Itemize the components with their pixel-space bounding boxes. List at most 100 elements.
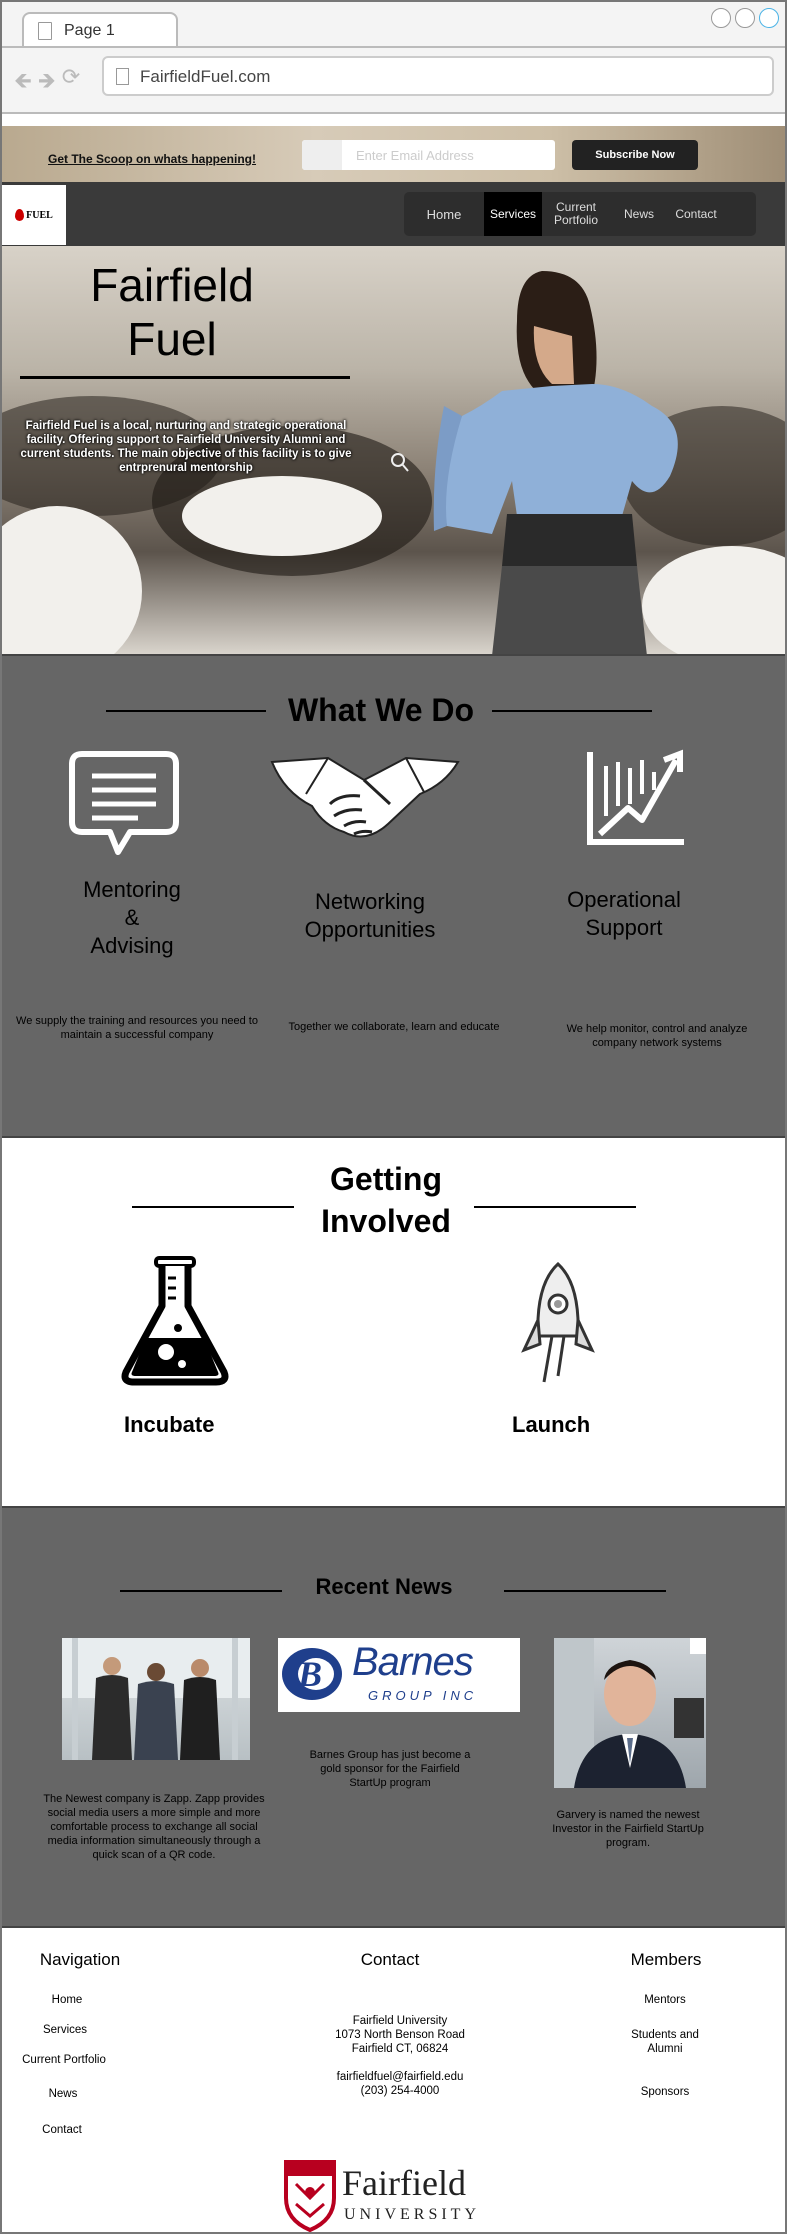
getting-involved-section: Getting Involved Incubate Launch [2, 1136, 785, 1506]
scoop-link[interactable]: Get The Scoop on whats happening! [48, 152, 257, 166]
browser-tab[interactable]: Page 1 [22, 12, 178, 46]
rocket-icon[interactable] [518, 1260, 598, 1388]
fairfield-university-logo[interactable]: Fairfield UNIVERSITY [282, 2158, 502, 2232]
footer-members-title: Members [630, 1950, 702, 1969]
team-photo [62, 1638, 250, 1760]
service-desc-operational: We help monitor, control and analyze com… [566, 1023, 748, 1049]
university-logo-sub: UNIVERSITY [344, 2206, 480, 2223]
footer-link-services[interactable]: Services [42, 2024, 88, 2036]
footer-link-current-portfolio[interactable]: Current Portfolio [22, 2054, 106, 2066]
footer-link-students-alumni[interactable]: Students and Alumni [631, 2029, 699, 2055]
speaker-woman-image [433, 271, 678, 654]
maximize-icon[interactable] [735, 8, 755, 28]
nav-item-current-portfolio[interactable]: Current Portfolio [553, 200, 599, 227]
growth-chart-icon [587, 749, 684, 845]
hero-title: Fairfield Fuel [72, 258, 272, 366]
reload-icon[interactable]: ⟳ [61, 64, 81, 89]
window-controls [711, 8, 779, 28]
address-bar[interactable]: FairfieldFuel.com [102, 56, 774, 96]
banquet-table [2, 506, 142, 654]
service-title-line: Networking [314, 889, 426, 914]
hero-banner: Fairfield Fuel Fairfield Fuel is a local… [2, 246, 785, 654]
footer-link-news[interactable]: News [48, 2088, 78, 2100]
handshake-icon [270, 756, 460, 838]
svg-text:B: B [297, 1654, 322, 1694]
what-we-do-title: What We Do [287, 692, 475, 728]
news-desc-investor: Garvery is named the newest Investor in … [552, 1809, 704, 1849]
incubate-label[interactable]: Incubate [124, 1412, 215, 1437]
tab-label: Page 1 [64, 22, 115, 39]
service-title-line: Mentoring [83, 877, 181, 902]
service-title-mentoring: Mentoring & Advising [42, 876, 222, 960]
nav-item-news[interactable]: News [623, 206, 654, 221]
browser-chrome: Page 1 🡸 🡺 ⟳ FairfieldFuel.com [2, 2, 785, 114]
page-icon [38, 22, 52, 40]
subscribe-button[interactable]: Subscribe Now [572, 140, 698, 170]
hero-title-line: Fairfield [90, 259, 254, 311]
barnes-logo-sub: GROUP INC [368, 1688, 478, 1703]
section-rule [474, 1206, 636, 1208]
footer-link-sponsors[interactable]: Sponsors [640, 2086, 690, 2098]
forward-arrow-icon[interactable]: 🡺 [37, 68, 56, 93]
banquet-table [182, 476, 382, 556]
service-title-operational: Operational Support [534, 886, 714, 942]
recent-news-section: Recent News B Barnes GROUP INC [2, 1506, 785, 1926]
banquet-table [642, 546, 785, 654]
service-title-line: & [124, 905, 140, 930]
section-rule [106, 710, 266, 712]
news-image-investor[interactable] [554, 1638, 706, 1788]
footer-phone: (203) 254-4000 [360, 2085, 440, 2097]
title-line: Involved [321, 1203, 451, 1239]
news-image-team[interactable] [62, 1638, 250, 1760]
section-rule [120, 1590, 282, 1592]
footer-contact-details: fairfieldfuel@fairfield.edu (203) 254-40… [292, 2070, 508, 2098]
speech-bubble-icon [69, 751, 179, 855]
address-line: Fairfield University [352, 2015, 448, 2027]
search-icon[interactable] [390, 452, 410, 474]
flask-icon[interactable] [120, 1254, 230, 1388]
getting-involved-title: Getting Involved [296, 1158, 476, 1242]
nav-menu: Home Services Current Portfolio News Con… [404, 192, 756, 236]
title-line: Getting [330, 1161, 442, 1197]
back-arrow-icon[interactable]: 🡸 [14, 68, 32, 93]
section-rule [492, 710, 652, 712]
close-icon[interactable] [759, 8, 779, 28]
launch-label[interactable]: Launch [512, 1412, 591, 1437]
section-rule [132, 1206, 294, 1208]
minimize-icon[interactable] [711, 8, 731, 28]
what-we-do-section: What We Do Mentoring & [2, 654, 785, 1136]
nav-item-contact[interactable]: Contact [675, 206, 717, 221]
main-navbar: FUEL Home Services Current Portfolio New… [2, 182, 785, 246]
footer-link-contact[interactable]: Contact [42, 2124, 82, 2136]
investor-portrait [554, 1638, 706, 1788]
fuel-logo[interactable]: FUEL [2, 185, 66, 245]
barnes-logo: B [282, 1648, 342, 1700]
section-rule [504, 1590, 666, 1592]
url-text: FairfieldFuel.com [140, 67, 271, 86]
hero-description: Fairfield Fuel is a local, nurturing and… [20, 420, 352, 474]
nav-item-home[interactable]: Home [426, 206, 462, 222]
footer-link-home[interactable]: Home [51, 1994, 83, 2006]
footer-email[interactable]: fairfieldfuel@fairfield.edu [336, 2071, 464, 2083]
flame-drop-icon [15, 209, 25, 221]
service-title-networking: Networking Opportunities [280, 888, 460, 944]
service-desc-mentoring: We supply the training and resources you… [16, 1015, 258, 1041]
footer-address: Fairfield University 1073 North Benson R… [292, 2014, 508, 2056]
footer-contact-title: Contact [360, 1950, 420, 1969]
nav-item-services[interactable]: Services [484, 192, 542, 236]
address-line: 1073 North Benson Road [335, 2029, 465, 2041]
browser-nav-buttons: 🡸 🡺 ⟳ [14, 64, 80, 102]
university-crest-icon [284, 2160, 336, 2232]
footer-link-mentors[interactable]: Mentors [644, 1994, 686, 2006]
service-desc-networking: Together we collaborate, learn and educa… [288, 1021, 500, 1033]
news-desc-zapp: The Newest company is Zapp. Zapp provide… [43, 1793, 265, 1861]
barnes-logo-main: Barnes [352, 1640, 474, 1684]
email-input[interactable] [302, 140, 555, 170]
footer-navigation-title: Navigation [39, 1950, 121, 1969]
service-title-line: Operational [567, 887, 681, 912]
address-line: Fairfield CT, 06824 [351, 2043, 449, 2055]
logo-text: FUEL [26, 209, 53, 221]
email-input-prefix [302, 140, 342, 170]
news-image-barnes[interactable]: B Barnes GROUP INC [278, 1638, 520, 1712]
